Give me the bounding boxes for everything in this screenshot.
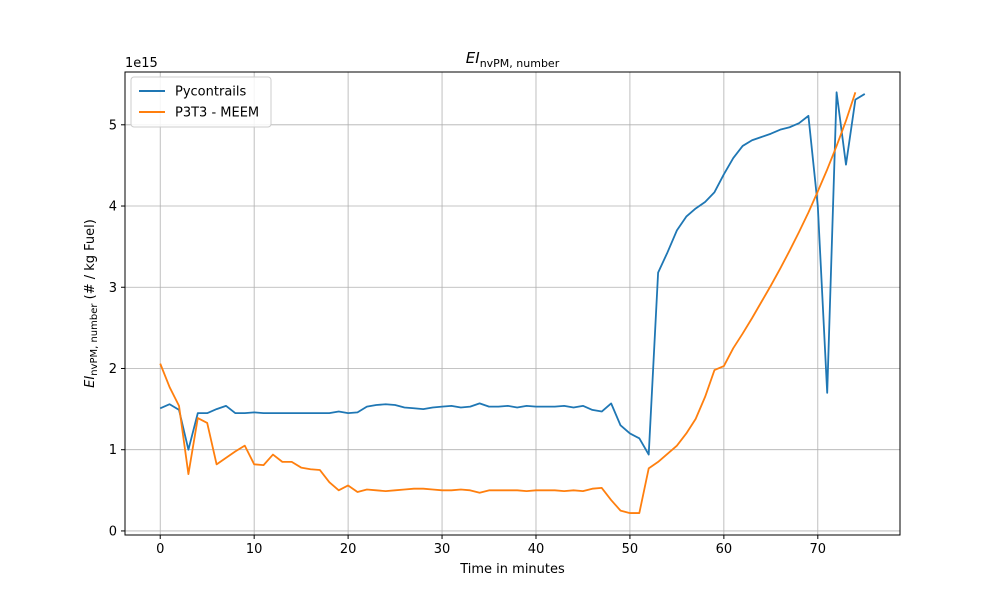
y-axis-label-main: EI — [83, 376, 98, 388]
series-layer — [159, 91, 866, 514]
y-tick-label: 3 — [109, 281, 117, 296]
legend: Pycontrails P3T3 - MEEM — [130, 76, 272, 128]
y-tick-label: 5 — [109, 118, 117, 133]
chart-title-subscript: nvPM, number — [480, 57, 560, 70]
ticks: 0 10 20 30 40 50 60 70 0 1 2 3 4 5 — [109, 118, 826, 557]
series-line-2 — [159, 92, 857, 514]
y-tick-label: 1 — [109, 443, 117, 458]
y-offset-text: 1e15 — [125, 56, 158, 71]
x-tick-label: 20 — [340, 542, 357, 557]
grid — [125, 72, 900, 535]
series-line-1 — [159, 91, 866, 456]
y-axis-label-subscript: nvPM, number — [89, 303, 100, 376]
legend-box — [130, 76, 272, 128]
y-axis-label: EInvPM, number (# / kg Fuel) — [83, 219, 100, 388]
x-tick-label: 50 — [622, 542, 639, 557]
y-tick-label: 2 — [109, 362, 117, 377]
legend-label-2: P3T3 - MEEM — [175, 106, 259, 121]
x-tick-label: 10 — [246, 542, 263, 557]
y-tick-label: 4 — [109, 200, 117, 215]
chart-title-main: EI — [466, 49, 480, 67]
x-tick-label: 60 — [716, 542, 733, 557]
y-tick-label: 0 — [109, 524, 117, 539]
legend-label-1: Pycontrails — [175, 85, 247, 100]
x-tick-label: 30 — [434, 542, 451, 557]
x-tick-label: 40 — [528, 542, 545, 557]
plot-frame — [124, 71, 901, 536]
x-axis-label: Time in minutes — [459, 562, 565, 577]
chart-title: EInvPM, number — [466, 49, 560, 70]
x-tick-label: 0 — [156, 542, 164, 557]
y-axis-label-unit: (# / kg Fuel) — [83, 219, 98, 303]
x-tick-label: 70 — [810, 542, 827, 557]
